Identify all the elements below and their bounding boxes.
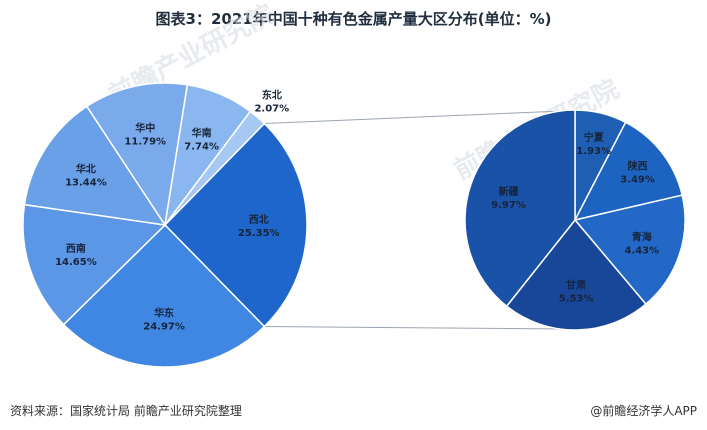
slice-label-name: 东北 [262, 89, 282, 102]
slice-labels: 西北 25.35% 华东 24.97% 西南 14.65% 华北 13.44% 华中 11.79%… [55, 89, 659, 333]
main-pie [22, 82, 308, 368]
chart-title: 图表3：2021年中国十种有色金属产量大区分布(单位：%) [155, 10, 552, 28]
pie-slice [85, 82, 189, 228]
slice-label-name: 华东 [154, 307, 174, 320]
slice-label-value: 2.07% [254, 104, 289, 115]
slice-label-value: 3.49% [620, 174, 655, 185]
slice-label-value: 11.79% [124, 136, 166, 147]
slice-label-value: 4.43% [624, 245, 659, 256]
slice-label-value: 24.97% [143, 322, 185, 333]
slice-label-name: 华北 [76, 163, 96, 176]
pie-slice [22, 203, 167, 326]
slice-label-value: 13.44% [65, 178, 107, 189]
breakdown-pie [464, 109, 686, 331]
slice-label-name: 陕西 [628, 159, 648, 172]
footer-brand: @前瞻经济学人APP [590, 404, 697, 418]
slice-label-name: 新疆 [499, 185, 519, 198]
slice-label-value: 5.53% [559, 293, 594, 304]
pie-slice [62, 223, 266, 368]
connector-line [264, 325, 564, 330]
breakdown-slice [573, 121, 684, 222]
slice-label-name: 华中 [135, 121, 155, 134]
slice-label-name: 青海 [632, 230, 652, 243]
slice-label-name: 西南 [66, 242, 86, 255]
slice-label-value: 7.74% [184, 142, 219, 153]
pie-slice [163, 122, 308, 328]
breakdown-slice [573, 194, 686, 306]
slice-label-name: 甘肃 [566, 278, 586, 291]
breakdown-slice [464, 109, 576, 308]
footer-source: 资料来源：国家统计局 前瞻产业研究院整理 [10, 404, 242, 418]
slice-label-value: 9.97% [491, 200, 526, 211]
connector-lines [264, 110, 564, 330]
connector-line [264, 110, 564, 125]
breakdown-slice [505, 218, 647, 331]
slice-label-name: 宁夏 [584, 131, 605, 144]
slice-label-value: 14.65% [55, 257, 97, 268]
pie-slice [164, 110, 266, 226]
bar-of-pie-chart: 前瞻产业研究院 前瞻产业研究院 前瞻产业研究院 西北25.35%华东24.97%… [22, 0, 686, 368]
slice-label-value: 1.93% [576, 146, 611, 157]
slice-label-value: 25.35% [238, 228, 280, 239]
slice-label-name: 华南 [192, 127, 212, 140]
pie-slice [23, 105, 167, 226]
slice-label-name: 西北 [249, 213, 269, 226]
